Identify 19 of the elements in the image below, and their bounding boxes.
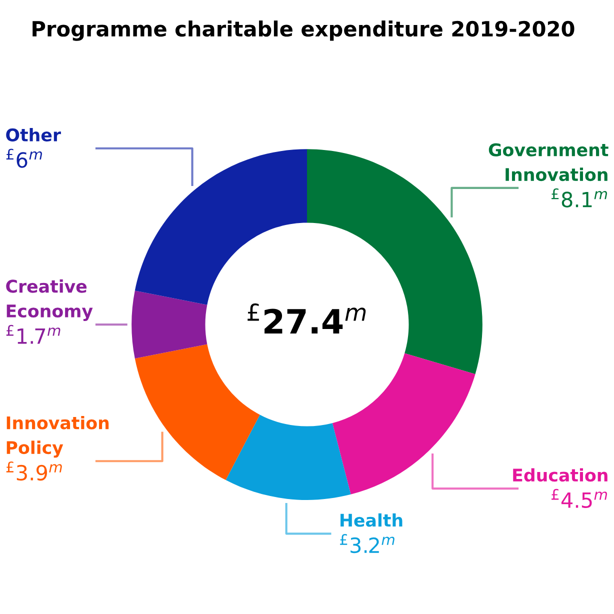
data-label: $^{£}$8.1$^{m}$	[552, 188, 607, 208]
data-label: $^{£}$3.2$^{m}$	[340, 534, 394, 554]
slice-label: Health	[340, 513, 402, 527]
slice-label: Education	[513, 468, 608, 482]
donut-slice	[226, 414, 351, 500]
data-label: $^{£}$3.9$^{m}$	[6, 462, 62, 481]
chart-title: Programme charitable expenditure 2019-2020	[32, 20, 574, 41]
slice-label: Other	[6, 128, 61, 142]
donut-slice	[134, 344, 260, 480]
slice-label: Innovation Policy	[6, 416, 109, 458]
donut-slice	[134, 149, 307, 305]
data-label: $^{£}$4.5$^{m}$	[552, 488, 607, 508]
data-label: $^{£}$6$^{m}$	[6, 148, 42, 168]
donut-slice	[332, 353, 476, 494]
data-label: $^{£}$1.7$^{m}$	[6, 324, 60, 344]
slice-label: Creative Economy	[6, 279, 93, 322]
donut-slice	[132, 290, 208, 359]
text: $^{£}$27.4$^{m}$	[248, 303, 366, 334]
slice-label: Government Innovation	[488, 143, 608, 182]
